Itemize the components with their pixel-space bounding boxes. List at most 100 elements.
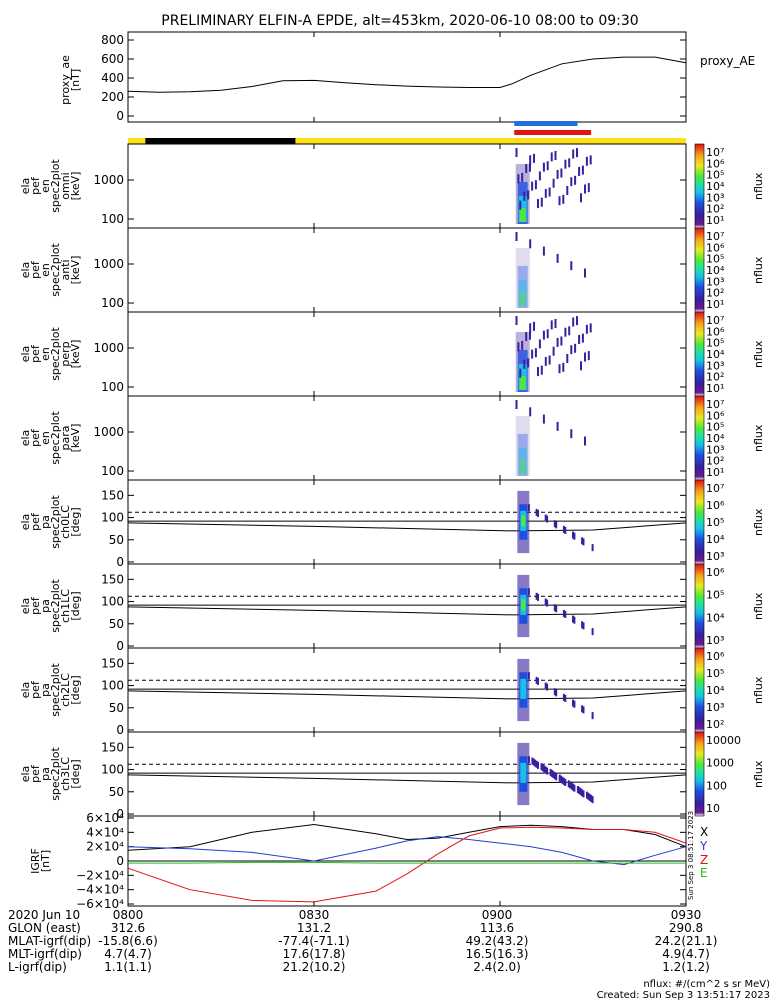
pitch-angle-colorbar-bar — [694, 731, 705, 817]
igrf-ytick: 2×10⁴ — [86, 840, 124, 854]
pa-speckle — [546, 515, 549, 523]
loss-cone-line — [127, 774, 687, 784]
pitch-angle-ytick: 0 — [116, 555, 124, 569]
pa-speckle — [553, 688, 556, 696]
pitch-angle-ytick: 150 — [101, 572, 124, 586]
spectrogram-speckle — [584, 436, 586, 446]
spectrogram-speckle — [584, 352, 586, 362]
footer-row-label: GLON (east) — [8, 921, 81, 935]
pitch-angle-ylabel-line: ela — [19, 766, 32, 783]
pitch-angle-ylabel-line: pef — [29, 596, 42, 615]
pa-speckle — [582, 706, 585, 714]
energy-colorbar-label: 10¹ — [706, 382, 724, 395]
proxy-ae-ytick: 600 — [101, 52, 124, 66]
spectrogram-speckle — [556, 421, 559, 431]
footer-row-value: 49.2(43.2) — [466, 934, 529, 948]
footer-row-label: MLT-igrf(dip) — [8, 947, 82, 961]
pitch-angle-colorbar-label: 10³ — [706, 634, 724, 647]
pa-speckle — [544, 766, 547, 774]
spectrogram-speckle — [546, 161, 549, 171]
loss-cone-line — [127, 606, 687, 616]
spectrogram-speckle — [529, 407, 532, 417]
pitch-angle-colorbar-label: 10⁶ — [706, 650, 725, 663]
proxy-ae-ytick: 200 — [101, 90, 124, 104]
pa-speckle — [573, 616, 576, 624]
pitch-angle-ylabel-line: pef — [29, 680, 42, 699]
pa-peak — [521, 599, 526, 611]
spectrogram-speckle — [581, 333, 584, 343]
pitch-angle-panel — [127, 563, 687, 649]
pa-speckle — [534, 759, 537, 767]
pitch-angle-ytick: 50 — [109, 533, 124, 547]
spectrogram-speckle — [562, 362, 565, 372]
energy-colorbar-label: 10³ — [706, 191, 724, 204]
energy-colorbar-label: 10² — [706, 455, 724, 468]
pitch-angle-blob — [517, 490, 594, 554]
spectrogram-speckle — [531, 181, 534, 191]
pa-inner — [520, 678, 527, 699]
pitch-angle-ylabel-line: spec2plot — [49, 495, 62, 549]
igrf-ytick: 4×10⁴ — [86, 825, 124, 839]
energy-spectrogram-ylabel-line: spec2plot — [49, 411, 62, 465]
spectrogram-speckle — [548, 187, 551, 197]
spectrogram-speckle — [552, 346, 555, 356]
energy-spectrogram-blob — [515, 316, 592, 392]
energy-colorbar-unit: nflux — [752, 172, 765, 200]
pitch-angle-colorbar-unit: nflux — [752, 508, 765, 536]
spectrogram-peak — [519, 292, 526, 306]
footer-row-label: MLAT-igrf(dip) — [8, 934, 91, 948]
pitch-angle-colorbar-bar — [694, 479, 705, 565]
spectrogram-speckle — [515, 148, 518, 157]
spectrogram-speckle — [556, 169, 559, 179]
spectrogram-inner — [518, 448, 527, 474]
proxy-ae-legend: proxy_AE — [700, 54, 755, 68]
created-timestamp: Created: Sun Sep 3 13:51:17 2023 — [597, 990, 770, 1000]
energy-spectrogram-panel — [127, 395, 687, 481]
energy-colorbar-label: 10² — [706, 203, 724, 216]
spectrogram-speckle — [540, 365, 543, 375]
spectrogram-speckle — [589, 323, 592, 333]
spectrogram-speckle — [519, 200, 522, 210]
energy-spectrogram-ylabel-line: [keV] — [69, 424, 82, 453]
pitch-angle-ytick: 100 — [101, 511, 124, 525]
energy-ytick: 100 — [101, 464, 124, 478]
pa-speckle — [572, 699, 574, 707]
pitch-angle-colorbar-bar — [694, 563, 705, 649]
pitch-angle-ytick: 50 — [109, 617, 124, 631]
energy-spectrogram-ylabel-line: [keV] — [69, 172, 82, 201]
pa-speckle — [572, 615, 574, 623]
spectrogram-speckle — [550, 320, 553, 330]
energy-colorbar-label: 10⁶ — [706, 325, 725, 338]
igrf-line-z — [127, 826, 687, 903]
igrf-legend-e: E — [700, 866, 708, 880]
footer-row-value: 2.4(2.0) — [473, 960, 521, 974]
pa-speckle — [535, 676, 538, 684]
pitch-angle-ytick: 0 — [116, 639, 124, 653]
pitch-angle-ytick: 100 — [101, 595, 124, 609]
pa-speckle — [562, 693, 565, 701]
footer-row-value: 16.5(16.3) — [466, 947, 529, 961]
pa-speckle — [527, 588, 530, 596]
footer-row-value: -77.4(-71.1) — [278, 934, 349, 948]
spectrogram-speckle — [562, 194, 565, 204]
pa-speckle — [582, 790, 585, 798]
pa-speckle — [553, 772, 556, 780]
energy-colorbar-label: 10³ — [706, 443, 724, 456]
spectrogram-speckle — [587, 183, 590, 193]
pa-speckle — [546, 599, 549, 607]
energy-spectrogram-ylabel-line: pef — [29, 260, 42, 279]
energy-spectrogram-ylabel-line: anti — [59, 259, 72, 280]
pitch-angle-ytick: 100 — [101, 763, 124, 777]
pitch-angle-colorbar-label: 10⁵ — [706, 589, 724, 602]
igrf-ytick: −2×10⁴ — [76, 868, 124, 882]
day-night-bar — [128, 138, 686, 144]
pa-speckle — [581, 537, 584, 545]
energy-spectrogram-ylabel-line: ela — [19, 262, 32, 279]
spectrogram-speckle — [556, 337, 559, 347]
pa-speckle — [555, 689, 558, 697]
energy-spectrogram-ylabel-line: en — [39, 263, 52, 277]
spectrogram-inner — [518, 280, 527, 306]
pitch-angle-ytick: 100 — [101, 679, 124, 693]
pa-speckle — [532, 758, 535, 766]
spectrogram-speckle — [517, 342, 520, 352]
